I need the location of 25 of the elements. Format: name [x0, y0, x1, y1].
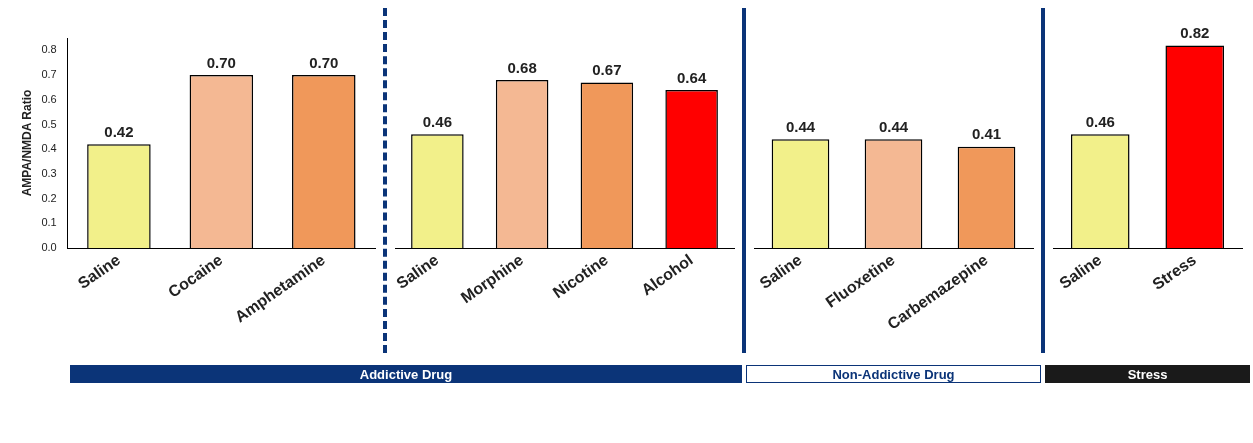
y-tick-label: 0.5 [41, 117, 57, 130]
data-label: 0.46 [422, 112, 452, 130]
data-label: 0.46 [1085, 112, 1115, 130]
data-label: 0.64 [677, 68, 707, 86]
y-axis-title: AMPA/NMDA Ratio [19, 89, 34, 197]
y-tick-label: 0.4 [41, 142, 57, 155]
data-label: 0.68 [507, 58, 537, 76]
data-label: 0.67 [592, 61, 622, 79]
text: Stress [1045, 365, 1250, 383]
y-tick-label: 0.2 [41, 191, 57, 204]
data-label: 0.41 [971, 125, 1002, 143]
data-label: 0.44 [785, 117, 816, 135]
data-label: 0.70 [309, 53, 339, 71]
y-tick-label: 0.1 [41, 216, 57, 229]
text: Non-Addictive Drug [746, 365, 1041, 383]
y-tick-label: 0.0 [41, 241, 57, 254]
data-label: 0.44 [878, 117, 909, 135]
data-label: 0.70 [206, 53, 236, 71]
y-tick-label: 0.3 [41, 166, 57, 179]
y-tick-label: 0.8 [41, 43, 57, 56]
data-label: 0.42 [104, 122, 134, 140]
data-label: 0.82 [1180, 24, 1210, 42]
text: Addictive Drug [70, 365, 742, 383]
y-tick-label: 0.7 [41, 68, 57, 81]
y-tick-label: 0.6 [41, 92, 57, 105]
